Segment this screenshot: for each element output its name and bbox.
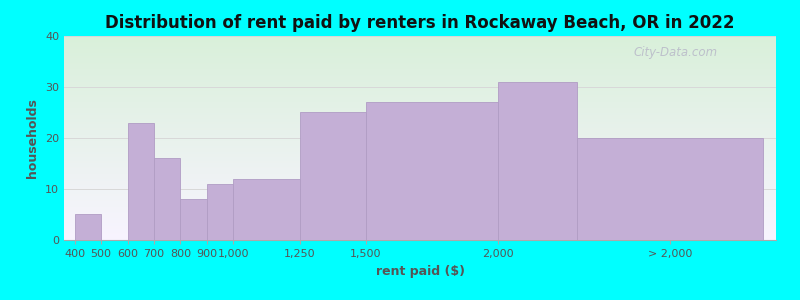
X-axis label: rent paid ($): rent paid ($) [375,265,465,278]
Bar [498,82,578,240]
Bar [578,138,762,240]
Bar [154,158,181,240]
Y-axis label: households: households [26,98,39,178]
Bar [127,123,154,240]
Title: Distribution of rent paid by renters in Rockaway Beach, OR in 2022: Distribution of rent paid by renters in … [106,14,734,32]
Bar [299,112,366,240]
Bar [74,214,101,240]
Bar [207,184,234,240]
Text: City-Data.com: City-Data.com [634,46,718,59]
Bar [181,199,207,240]
Bar [234,179,299,240]
Bar [366,102,498,240]
